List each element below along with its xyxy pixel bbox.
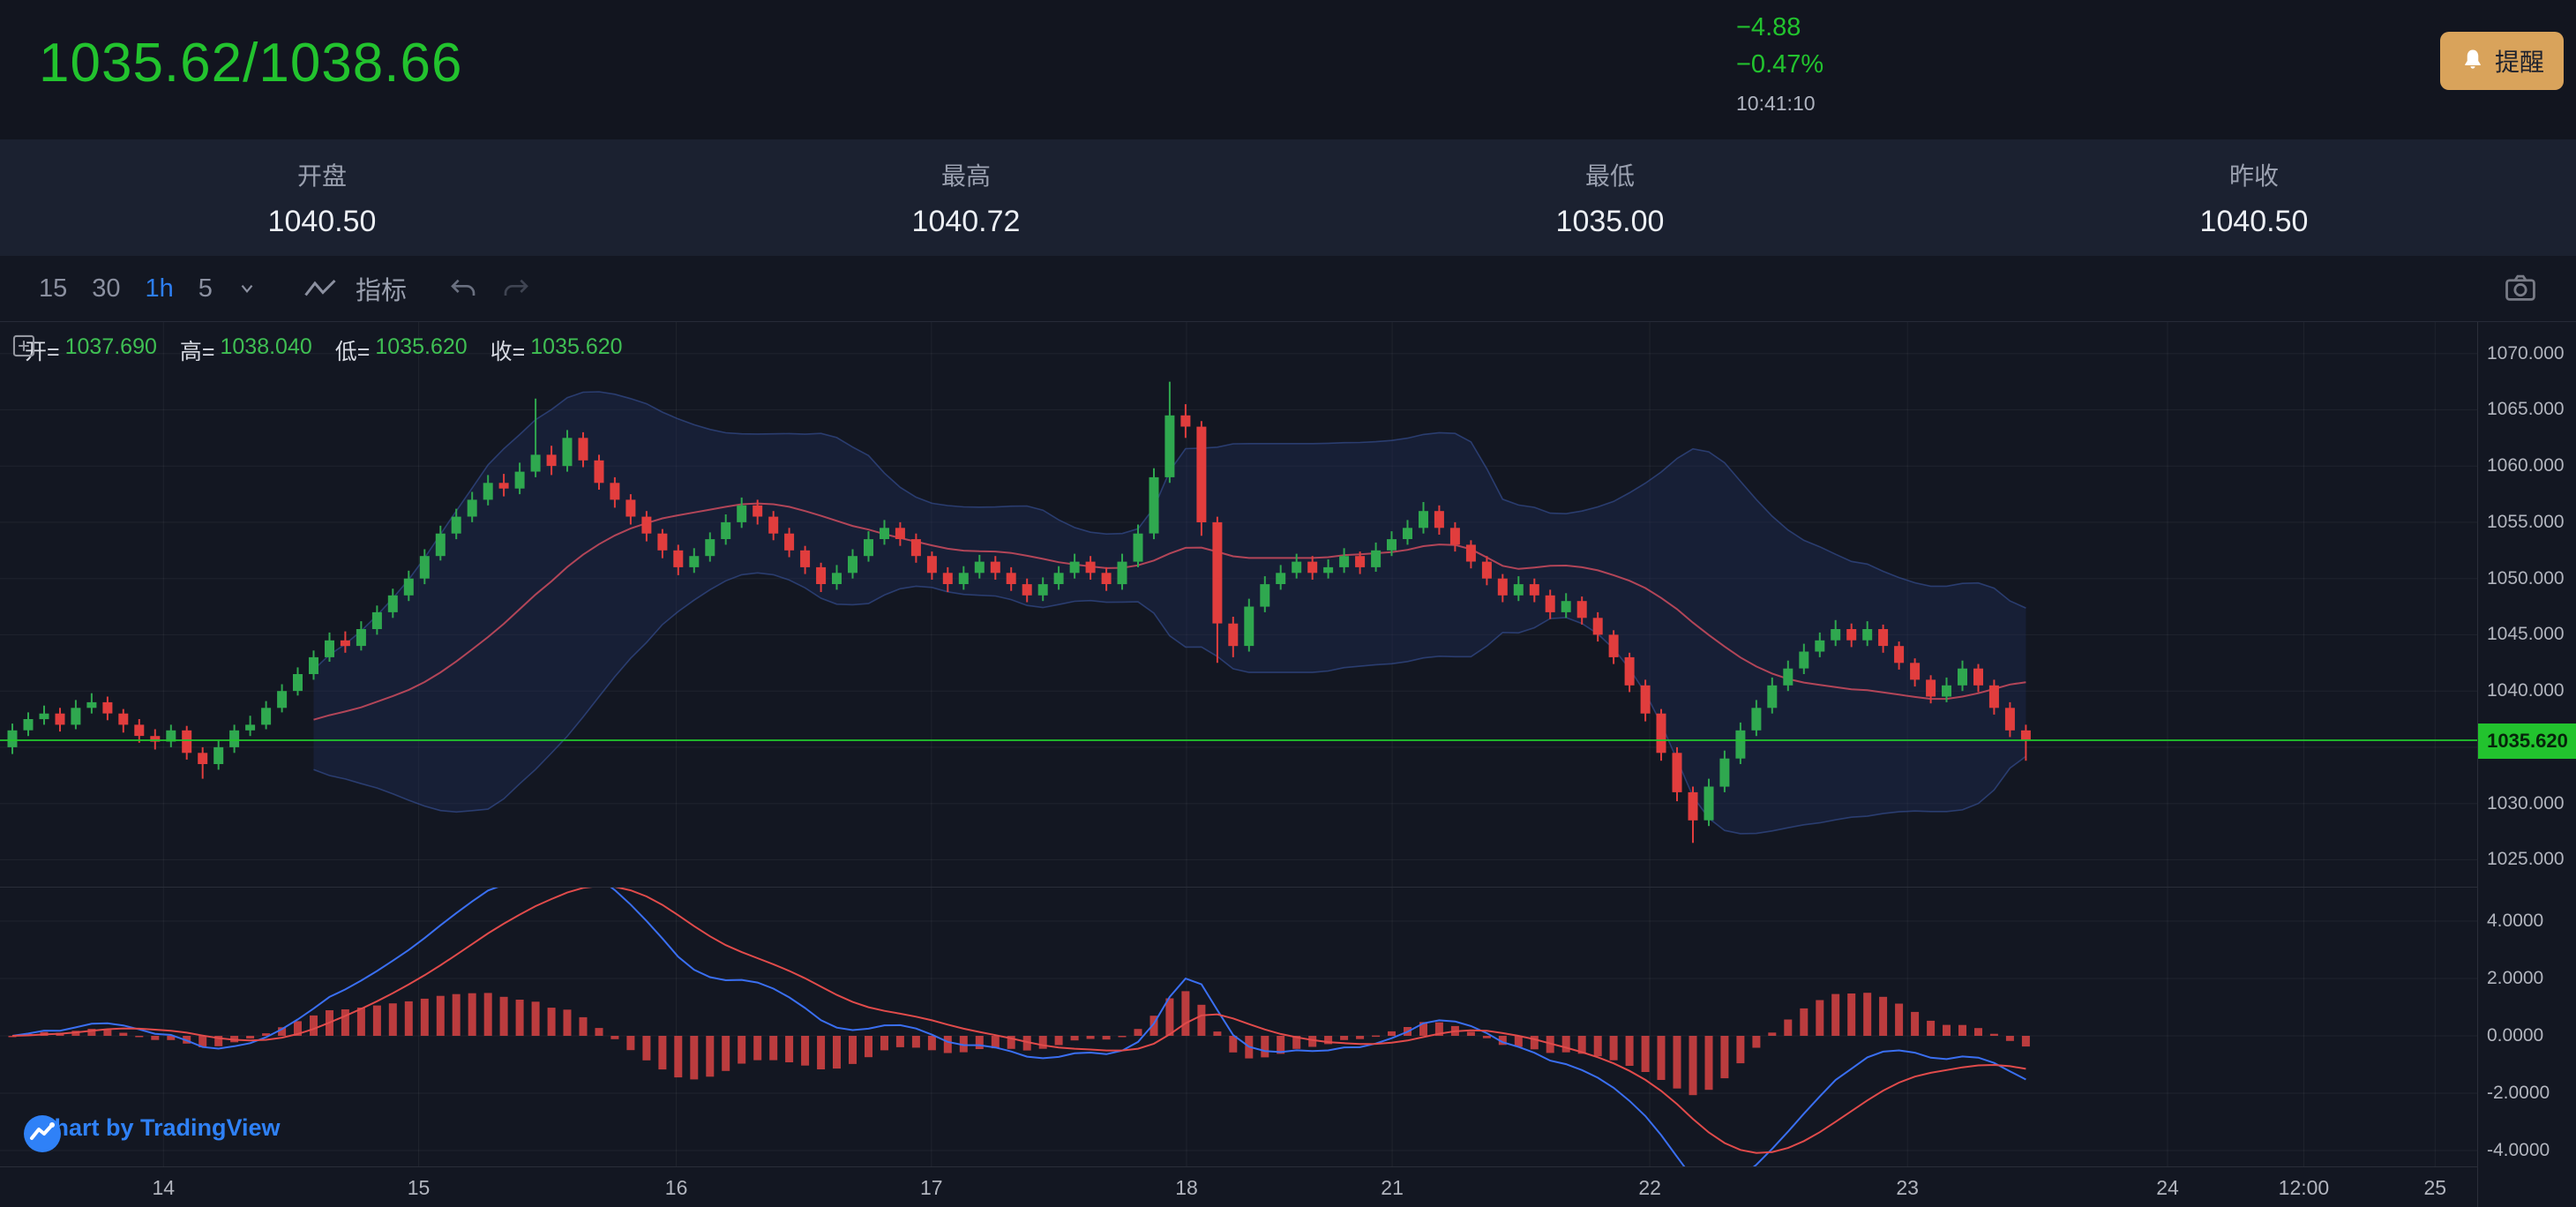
undo-icon[interactable]	[437, 276, 490, 301]
stat-open: 开盘 1040.50	[0, 139, 644, 256]
interval-30-button[interactable]: 30	[79, 274, 132, 304]
legend-low-value: 1035.620	[375, 334, 468, 359]
price-axis-tick: 1065.000	[2487, 399, 2565, 420]
ohlc-legend: 开= 1037.690 高= 1038.040 低= 1035.620 收= 1…	[12, 334, 633, 366]
price-axis-tick: 1050.000	[2487, 567, 2565, 589]
legend-high-value: 1038.040	[220, 334, 312, 359]
stat-low-label: 最低	[1584, 161, 1635, 190]
change-value: −4.88	[1736, 13, 1801, 41]
time-axis-tick[interactable]: 24	[2156, 1176, 2179, 1199]
price-axis-tick: 1055.000	[2487, 511, 2565, 532]
legend-close-label: 收=	[490, 340, 526, 364]
legend-open-label: 开=	[25, 340, 60, 364]
stat-low: 最低 1035.00	[1288, 139, 1932, 256]
header: 1035.62/1038.66 −4.88 −0.47% 10:41:10 提醒	[0, 0, 2576, 139]
stat-prev-close-label: 昨收	[2228, 161, 2279, 190]
price-axis-tick: 1025.000	[2487, 849, 2565, 870]
stat-open-value: 1040.50	[267, 204, 377, 238]
price-pane[interactable]: 开= 1037.690 高= 1038.040 低= 1035.620 收= 1…	[0, 322, 2477, 887]
time-axis-tick[interactable]: 22	[1638, 1176, 1661, 1199]
legend-close-value: 1035.620	[530, 334, 623, 359]
line-style-icon[interactable]	[292, 277, 348, 300]
legend-high: 高= 1038.040	[180, 334, 312, 366]
interval-1h-button[interactable]: 1h	[133, 274, 186, 304]
time-axis-tick[interactable]: 15	[407, 1176, 431, 1199]
redo-icon[interactable]	[490, 276, 543, 301]
alert-button[interactable]: 提醒	[2439, 32, 2564, 90]
time-axis-tick[interactable]: 21	[1381, 1176, 1404, 1199]
time-axis-tick[interactable]: 12:00	[2278, 1176, 2330, 1199]
time-axis-tick[interactable]: 25	[2423, 1176, 2447, 1199]
legend-low-label: 低=	[334, 340, 371, 364]
camera-icon[interactable]	[2491, 274, 2550, 304]
time-axis-tick[interactable]: 23	[1896, 1176, 1919, 1199]
current-price-tag: 1035.620	[2478, 723, 2576, 759]
chart-region: 开= 1037.690 高= 1038.040 低= 1035.620 收= 1…	[0, 322, 2576, 1207]
legend-low: 低= 1035.620	[335, 334, 468, 366]
macd-chart[interactable]	[0, 888, 2477, 1166]
stats-row: 开盘 1040.50 最高 1040.72 最低 1035.00 昨收 1040…	[0, 139, 2576, 256]
stat-high-label: 最高	[940, 161, 991, 190]
price-axis-tick: 1070.000	[2487, 342, 2565, 364]
bell-icon	[2460, 48, 2486, 74]
alert-button-label: 提醒	[2494, 49, 2544, 76]
quote-time: 10:41:10	[1736, 92, 1816, 116]
time-axis-tick[interactable]: 18	[1175, 1176, 1198, 1199]
macd-axis-tick: 2.0000	[2487, 968, 2544, 988]
indicators-button[interactable]: 指标	[355, 277, 407, 305]
tradingview-attribution[interactable]: Chart by TradingView	[23, 1114, 281, 1152]
current-quote: 1035.62/1038.66	[39, 33, 463, 94]
price-axis-tick: 1040.000	[2487, 680, 2565, 701]
stat-high-value: 1040.72	[911, 204, 1021, 238]
time-axis[interactable]: 14 15 16 17 18 21 22 23 24 12:00 25	[0, 1166, 2477, 1207]
stat-prev-close-value: 1040.50	[2199, 204, 2309, 238]
time-axis-tick[interactable]: 14	[152, 1176, 176, 1199]
change-percent: −0.47%	[1736, 50, 1824, 79]
stat-high: 最高 1040.72	[644, 139, 1288, 256]
macd-axis-tick: 4.0000	[2487, 911, 2544, 931]
price-axis-tick: 1060.000	[2487, 455, 2565, 476]
legend-open-value: 1037.690	[64, 334, 157, 359]
legend-open: 开= 1037.690	[25, 334, 157, 366]
macd-axis-tick: 0.0000	[2487, 1025, 2544, 1046]
time-axis-tick[interactable]: 17	[920, 1176, 943, 1199]
macd-axis-tick: -2.0000	[2487, 1083, 2550, 1103]
macd-pane[interactable]: Chart by TradingView	[0, 887, 2477, 1166]
stat-prev-close: 昨收 1040.50	[1932, 139, 2576, 256]
stat-low-value: 1035.00	[1555, 204, 1665, 238]
interval-15-button[interactable]: 15	[26, 274, 79, 304]
chart-toolbar: 15 30 1h 5 指标	[0, 256, 2576, 322]
change-block: −4.88 −0.47% 10:41:10	[1736, 9, 1823, 116]
time-axis-tick[interactable]: 16	[664, 1176, 688, 1199]
chevron-down-icon[interactable]	[225, 279, 269, 298]
candlestick-chart[interactable]	[0, 322, 2477, 887]
price-axis-tick: 1045.000	[2487, 624, 2565, 645]
price-axis[interactable]: 1070.000 1065.000 1060.000 1055.000 1050.000…	[2477, 322, 2576, 1207]
interval-5-button[interactable]: 5	[186, 274, 225, 304]
chart-plot-area: 开= 1037.690 高= 1038.040 低= 1035.620 收= 1…	[0, 322, 2477, 1207]
price-axis-tick: 1030.000	[2487, 792, 2565, 813]
legend-high-label: 高=	[179, 340, 215, 364]
macd-axis-tick: -4.0000	[2487, 1140, 2550, 1160]
attribution-text: Chart by TradingView	[37, 1114, 281, 1141]
stat-open-label: 开盘	[296, 161, 347, 190]
legend-close: 收= 1035.620	[490, 334, 623, 366]
